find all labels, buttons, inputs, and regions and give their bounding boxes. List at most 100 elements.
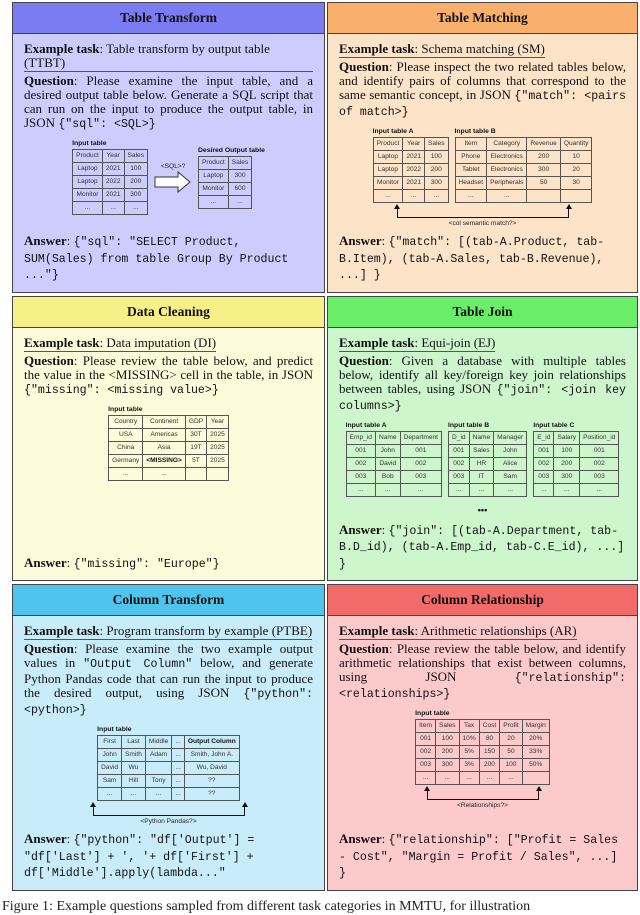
table-cell: Monitor [372,176,404,190]
answer-code: {"match": [(tab-A.Product, tab-B.Item), … [339,236,605,282]
table-cell: 002 [579,456,620,471]
table-label: Input table [97,726,132,733]
table-cell: 100 [424,150,449,164]
question: Question: Please review the table below,… [24,353,313,398]
table-cell: 002 [533,456,555,471]
column-header: Manager [493,430,528,445]
table-cell: 10% [458,732,480,746]
answer: Answer: {"relationship": ["Profit = Sale… [339,831,626,882]
example-task: Example task: Table transform by output … [24,42,313,72]
sep: : [414,623,421,638]
table-cell: 200 [526,150,561,164]
question-code: {"sql": <SQL>} [58,118,156,131]
question: Question: Please examine the input table… [24,74,313,132]
table-cell: 50 [526,176,561,190]
table-cell: ... [121,787,146,801]
panel-body: Example task: Data imputation (DI) Quest… [13,328,324,581]
table-row: John Smith Adam... Smith, John A. [97,748,240,762]
table-cell: 200 [123,175,149,189]
question-text: Given a database with multiple tables be… [339,352,626,396]
panel-body: Example task: Schema matching (SM) Quest… [328,34,637,292]
answer: Answer: {"missing": "Europe"} [24,555,313,573]
table-cell: Electronics [486,163,528,177]
table-cell: ?? [183,774,240,788]
panel-column-relationship: Column Relationship Example task: Arithm… [327,584,638,891]
connector-bracket [423,786,542,800]
table-label: Input table [108,405,143,413]
sep: : [388,59,397,74]
table-cell: ... [97,787,123,801]
panel-table-matching: Table Matching Example task: Schema matc… [327,2,638,293]
table-label: Input table [415,710,450,717]
table-cell: ... [448,482,470,497]
column-header: E_id [533,430,555,445]
answer-label: Answer [24,233,67,248]
table-label: Desired Output table [198,146,265,154]
table-cell: Smith, John A. [183,748,240,762]
table-header-row: Country Continent GDP Year [108,414,229,429]
table-row: China Asia 19T 2025 [108,440,229,455]
table-row: Germany <MISSING> 5T 2025 [108,453,229,468]
data-table: Product Year Sales Laptop 2021 100 Laptop 2022 2… [72,149,149,215]
table-row: Tablet Electronics 300 20 [454,163,593,177]
sep: : [73,73,87,88]
input-table: Desired Output table Product Sales Laptop 30… [198,147,265,209]
table-row: 002 200 5% 150 50 33% [415,745,550,759]
table-row: 003 300 3% 200 100 50% [415,758,550,772]
table-cell: Wu, David [183,761,240,775]
table-cell: 200 [553,456,581,471]
table-cell: 80 [478,732,501,746]
table-cell: John [374,443,401,458]
connector-bracket [393,204,572,218]
diagram: Input table Product Year Sales Laptop 2021 100… [24,140,313,215]
sep: : [99,623,107,638]
table-cell: 30T [184,427,208,442]
table-row: 002 HR Alice [448,456,528,471]
table-cell: Monitor [198,181,229,196]
column-header: Salary [553,430,581,445]
panel-table-join: Table Join Example task: Equi-join (EJ) … [327,295,638,581]
table-cell: 300 [526,163,561,177]
table-cell: 10 [559,150,593,164]
table-row: 001 Sales John [448,443,528,458]
example-task-text: Equi-join (EJ) [421,334,496,350]
question-text: Please inspect the two related tables be… [339,59,626,102]
table-header-row: First Last Middle... Output Column [97,735,240,749]
table-cell: ... [399,482,443,497]
table-cell: 003 [533,469,555,484]
table-cell: ?? [183,787,240,801]
table-cell: Headset [454,176,488,190]
column-header: Last [121,735,146,749]
example-task-label: Example task [24,41,100,56]
table-cell: 003 [399,469,443,484]
table-cell: 2021 [101,162,125,176]
table-cell [521,771,550,785]
table-cell: ... [402,189,425,203]
table-row: Laptop 2021 100 [372,150,449,164]
column-header: Middle [144,735,173,749]
diagram: Input table A Emp_id Name Department 001 John… [339,422,626,517]
table-cell: IT [468,469,495,484]
table-cell: 200 [435,745,460,759]
table-cell: 5% [458,745,480,759]
table-cell: ... [415,771,436,785]
example-task: Example task: Arithmetic relationships (… [339,624,577,640]
data-table: E_id Salary Position_id 001 100 001 002 200 002 0… [533,430,620,497]
table-row: 003 300 003 [533,469,620,484]
sql-arrow-label: <SQL>? [160,162,186,170]
table-cell: ... [374,482,401,497]
table-cell: ... [454,189,488,203]
table-cell: Hill [121,774,146,788]
table-cell: Sam [97,774,123,788]
table-cell: Germany [108,453,144,468]
example-task-text: Data imputation (DI) [106,334,217,350]
table-row: Headset Peripherals 50 30 [454,176,593,190]
column-header: First [97,735,123,749]
table-cell: 30 [559,176,593,190]
table-cell: Laptop [372,150,404,164]
column-header: Revenue [526,137,561,151]
panel-column-transform: Column Transform Example task: Program t… [12,584,325,891]
table-cell: ... [198,194,229,209]
column-header: Sales [123,149,149,163]
table-row: 001 John 001 [345,443,443,458]
